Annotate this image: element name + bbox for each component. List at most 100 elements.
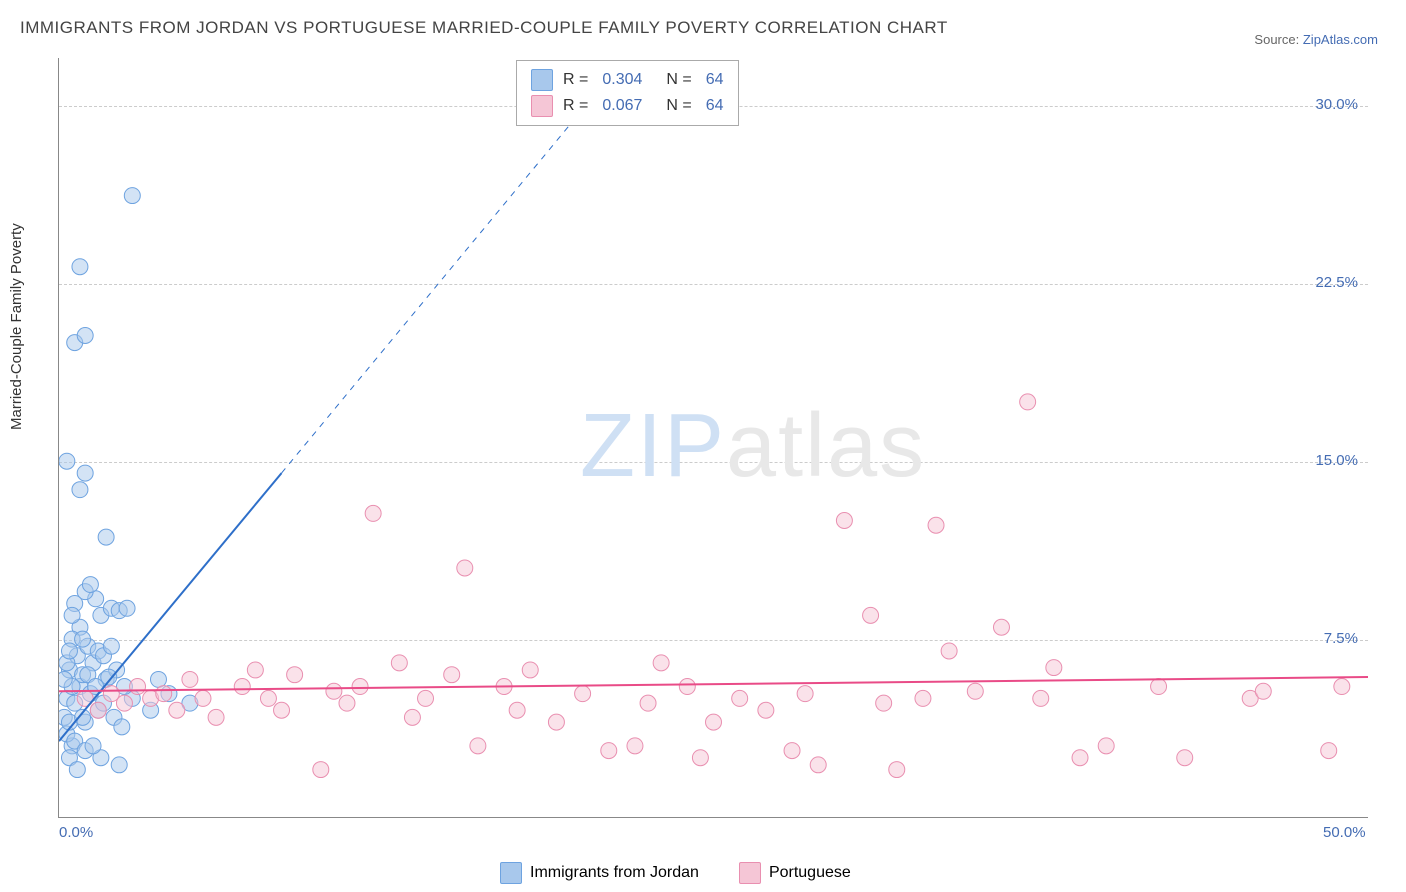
data-point <box>195 690 211 706</box>
data-point <box>548 714 564 730</box>
data-point <box>457 560 473 576</box>
legend-swatch <box>531 69 553 91</box>
data-point <box>810 757 826 773</box>
data-point <box>1151 679 1167 695</box>
legend-r-label: R = <box>563 67 588 93</box>
chart-plot-area: 7.5%15.0%22.5%30.0%0.0%50.0% <box>58 58 1368 818</box>
chart-title: IMMIGRANTS FROM JORDAN VS PORTUGUESE MAR… <box>20 18 948 38</box>
data-point <box>72 259 88 275</box>
legend-label: Portuguese <box>769 864 851 882</box>
data-point <box>836 513 852 529</box>
trend-line <box>59 677 1368 691</box>
data-point <box>640 695 656 711</box>
data-point <box>208 709 224 725</box>
data-point <box>797 686 813 702</box>
data-point <box>653 655 669 671</box>
data-point <box>365 505 381 521</box>
data-point <box>1020 394 1036 410</box>
data-point <box>156 686 172 702</box>
data-point <box>130 679 146 695</box>
legend-swatch <box>500 862 522 884</box>
data-point <box>863 607 879 623</box>
data-point <box>706 714 722 730</box>
data-point <box>72 482 88 498</box>
data-point <box>313 762 329 778</box>
source-attribution: Source: ZipAtlas.com <box>1254 32 1378 47</box>
data-point <box>339 695 355 711</box>
legend-item: Immigrants from Jordan <box>500 862 699 884</box>
data-point <box>260 690 276 706</box>
data-point <box>993 619 1009 635</box>
data-point <box>391 655 407 671</box>
data-point <box>967 683 983 699</box>
data-point <box>522 662 538 678</box>
data-point <box>77 465 93 481</box>
data-point <box>124 188 140 204</box>
source-label: Source: <box>1254 32 1299 47</box>
data-point <box>111 757 127 773</box>
legend-label: Immigrants from Jordan <box>530 864 699 882</box>
data-point <box>1098 738 1114 754</box>
data-point <box>247 662 263 678</box>
data-point <box>85 738 101 754</box>
data-point <box>404 709 420 725</box>
data-point <box>876 695 892 711</box>
data-point <box>915 690 931 706</box>
data-point <box>509 702 525 718</box>
legend-row: R = 0.067N = 64 <box>531 93 724 119</box>
source-link[interactable]: ZipAtlas.com <box>1303 32 1378 47</box>
data-point <box>1046 660 1062 676</box>
data-point <box>98 529 114 545</box>
x-tick-label: 0.0% <box>59 824 93 841</box>
legend-r-value: 0.067 <box>602 93 642 119</box>
data-point <box>326 683 342 699</box>
data-point <box>941 643 957 659</box>
data-point <box>116 695 132 711</box>
legend-n-value: 64 <box>706 67 724 93</box>
data-point <box>69 762 85 778</box>
y-axis-label: Married-Couple Family Poverty <box>8 223 25 430</box>
data-point <box>1321 743 1337 759</box>
data-point <box>444 667 460 683</box>
data-point <box>90 702 106 718</box>
data-point <box>82 577 98 593</box>
legend-n-label: N = <box>666 67 691 93</box>
data-point <box>784 743 800 759</box>
data-point <box>59 671 72 687</box>
data-point <box>889 762 905 778</box>
data-point <box>692 750 708 766</box>
data-point <box>59 453 75 469</box>
data-point <box>1072 750 1088 766</box>
legend-r-label: R = <box>563 93 588 119</box>
data-point <box>119 600 135 616</box>
data-point <box>182 671 198 687</box>
data-point <box>679 679 695 695</box>
data-point <box>169 702 185 718</box>
legend-swatch <box>739 862 761 884</box>
data-point <box>61 643 77 659</box>
trend-line-dashed <box>282 94 596 474</box>
data-point <box>470 738 486 754</box>
data-point <box>150 671 166 687</box>
data-point <box>234 679 250 695</box>
data-point <box>601 743 617 759</box>
data-point <box>114 719 130 735</box>
data-point <box>732 690 748 706</box>
correlation-legend: R = 0.304 N = 64R = 0.067N = 64 <box>516 60 739 126</box>
legend-n-value: 64 <box>706 93 724 119</box>
data-point <box>928 517 944 533</box>
data-point <box>103 638 119 654</box>
series-legend: Immigrants from Jordan Portuguese <box>500 862 851 884</box>
data-point <box>627 738 643 754</box>
legend-r-value: 0.304 <box>602 67 642 93</box>
data-point <box>1033 690 1049 706</box>
scatter-plot-svg <box>59 58 1368 817</box>
data-point <box>1177 750 1193 766</box>
x-tick-label: 50.0% <box>1323 824 1366 841</box>
legend-item: Portuguese <box>739 862 851 884</box>
data-point <box>1255 683 1271 699</box>
legend-swatch <box>531 95 553 117</box>
data-point <box>287 667 303 683</box>
data-point <box>758 702 774 718</box>
data-point <box>274 702 290 718</box>
